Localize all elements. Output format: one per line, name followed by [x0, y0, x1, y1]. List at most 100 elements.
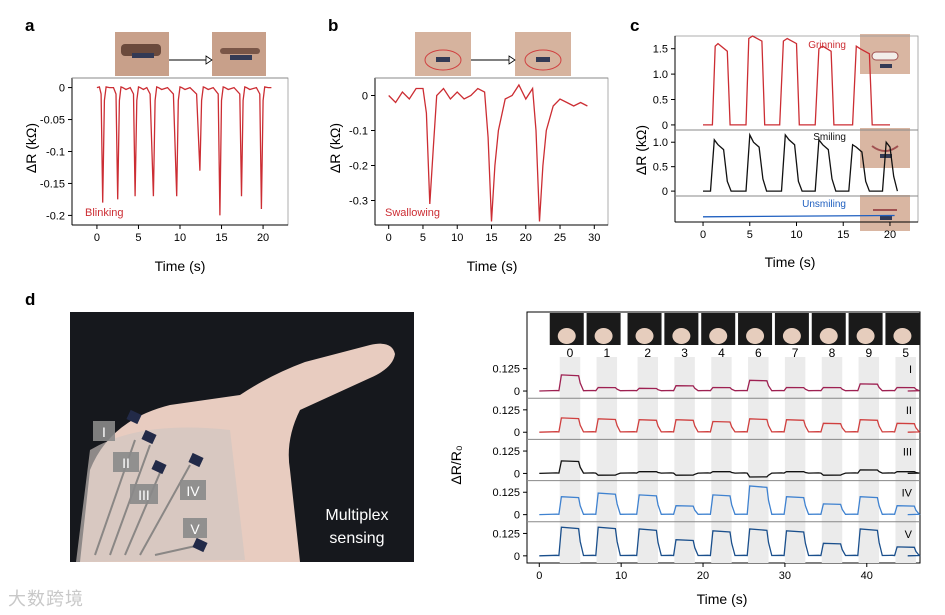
gesture-hand [672, 328, 691, 344]
panel-c-grinning-ytick-label: 0 [662, 120, 668, 132]
panel-c-grinning-ytick-label: 1.0 [653, 69, 668, 81]
photo-caption-line2: sensing [329, 530, 384, 547]
gesture-hand [709, 328, 728, 344]
photo-label-v: V [190, 521, 200, 537]
gesture-window [895, 357, 916, 563]
panel-b-ytick-label: -0.1 [349, 126, 368, 138]
panel-b-chart: 0 5 10 15 20 25 30 0 -0.1 -0.2 -0.3 [349, 77, 609, 244]
panel-c-letter: c [630, 16, 639, 35]
gesture-hand [635, 328, 654, 344]
gesture-window [784, 357, 806, 563]
panel-c-smiling-ytick-label: 0.5 [653, 162, 668, 174]
panel-a-ytick-label: -0.15 [40, 178, 65, 190]
gesture-window [748, 357, 769, 563]
photo-caption-line1: Multiplex [325, 507, 388, 524]
panel-c-xtick-label: 20 [884, 229, 896, 241]
channel-label: V [905, 529, 913, 541]
panel-a-chart: 0 5 10 15 20 0 -0.05 -0.1 -0.15 -0.2 [40, 77, 289, 244]
panel-a-xtick-label: 10 [174, 232, 186, 244]
panel-b-ylabel: ΔR (kΩ) [327, 123, 343, 173]
panel-d-ch5-ytick-label: 0.125 [492, 528, 520, 540]
panel-a-annotation: Blinking [85, 207, 124, 219]
panel-b-frame [374, 77, 609, 226]
panel-c-label-grinning: Grinning [808, 40, 846, 51]
panel-a-xtick-label: 5 [135, 232, 141, 244]
panel-d-xlabel: Time (s) [697, 591, 748, 607]
panel-c-smiling-line [703, 132, 899, 192]
panel-d-ch1-ytick-label: 0 [514, 386, 520, 398]
gesture-window [596, 357, 618, 563]
photo-label-ii: II [122, 455, 130, 471]
panel-a-xtick-label: 0 [94, 232, 100, 244]
panel-c-grinning-line [703, 35, 890, 126]
photo-label-i: I [102, 424, 106, 440]
panel-d-ch2-ytick-label: 0 [514, 427, 520, 439]
panel-b-xtick-label: 20 [520, 232, 532, 244]
panel-c-xtick-label: 0 [700, 229, 706, 241]
gesture-window [674, 357, 695, 563]
panel-a-eye-photos [115, 32, 266, 76]
panel-b-xtick-label: 0 [386, 232, 392, 244]
panel-d-xtick-label: 0 [536, 570, 542, 582]
channel-label: I [909, 364, 912, 376]
panel-b-ytick-label: -0.3 [349, 196, 368, 208]
panel-d-ch2-line [539, 417, 921, 433]
panel-d-ch3-ytick-label: 0 [514, 468, 520, 480]
panel-c-xtick-label: 10 [790, 229, 802, 241]
panel-c-ylabel: ΔR (kΩ) [633, 125, 649, 175]
panel-b-xlabel: Time (s) [467, 258, 518, 274]
panel-a-letter: a [25, 16, 35, 35]
gesture-hand [893, 328, 912, 344]
gesture-hand [856, 328, 875, 344]
gesture-number: 0 [567, 346, 574, 360]
gesture-window [821, 357, 843, 563]
panel-d-chart: 0 1 2 3 4 6 7 8 9 5 0.125 0 I 0.125 0 II 0.125 0 III 0.125 0… [492, 311, 921, 582]
panel-c-unsmiling-line [702, 214, 895, 218]
panel-b-series-line [388, 83, 588, 222]
panel-b-xtick-label: 25 [554, 232, 566, 244]
gesture-window [559, 357, 581, 563]
panel-c-chart: 0 0.5 1.0 1.5 0 0.5 1.0 0 5 10 15 20 [653, 35, 919, 241]
panel-a-series-line [96, 85, 272, 216]
panel-d-ch4-ytick-label: 0.125 [492, 487, 520, 499]
gesture-number: 2 [644, 346, 651, 360]
gesture-number: 8 [829, 346, 836, 360]
gesture-hand [782, 328, 801, 344]
panel-b-ytick-label: 0 [362, 91, 368, 103]
panel-d-xtick-label: 30 [779, 570, 791, 582]
panel-d-ch5-line [539, 526, 921, 557]
panel-a-xtick-label: 15 [215, 232, 227, 244]
panel-c-smiling-ytick-label: 1.0 [653, 137, 668, 149]
panel-d-ch1-ytick-label: 0.125 [492, 364, 520, 376]
gesture-number: 6 [755, 346, 762, 360]
channel-label: III [903, 446, 912, 458]
panel-a-ytick-label: -0.05 [40, 115, 65, 127]
gesture-window [637, 357, 658, 563]
panel-c-grinning-ytick-label: 0.5 [653, 95, 668, 107]
panel-d-ch2-ytick-label: 0.125 [492, 405, 520, 417]
panel-d-ylabel: ΔR/R₀ [448, 445, 464, 484]
gesture-hand [557, 328, 576, 344]
panel-d-ch4-ytick-label: 0 [514, 510, 520, 522]
panel-b-annotation: Swallowing [385, 207, 440, 219]
gesture-number: 3 [681, 346, 688, 360]
gesture-hand [819, 328, 838, 344]
panel-a-ytick-label: -0.2 [46, 210, 65, 222]
panel-d-ch5-ytick-label: 0 [514, 551, 520, 563]
channel-label: II [906, 405, 912, 417]
panel-b-ytick-label: -0.2 [349, 161, 368, 173]
panel-b-neck-photos [415, 32, 571, 76]
gesture-number: 9 [865, 346, 872, 360]
panel-c-label-smiling: Smiling [813, 132, 846, 143]
panel-c-xlabel: Time (s) [765, 254, 816, 270]
panel-a-xlabel: Time (s) [155, 258, 206, 274]
panel-b-xtick-label: 5 [420, 232, 426, 244]
panel-c-mouth-photos [860, 34, 910, 231]
gesture-hand [594, 328, 613, 344]
watermark: 大数跨境 [8, 589, 84, 610]
panel-c-xtick-label: 5 [747, 229, 753, 241]
panel-a-ytick-label: -0.1 [46, 147, 65, 159]
gesture-number: 1 [603, 346, 610, 360]
panel-d-xtick-label: 20 [697, 570, 709, 582]
